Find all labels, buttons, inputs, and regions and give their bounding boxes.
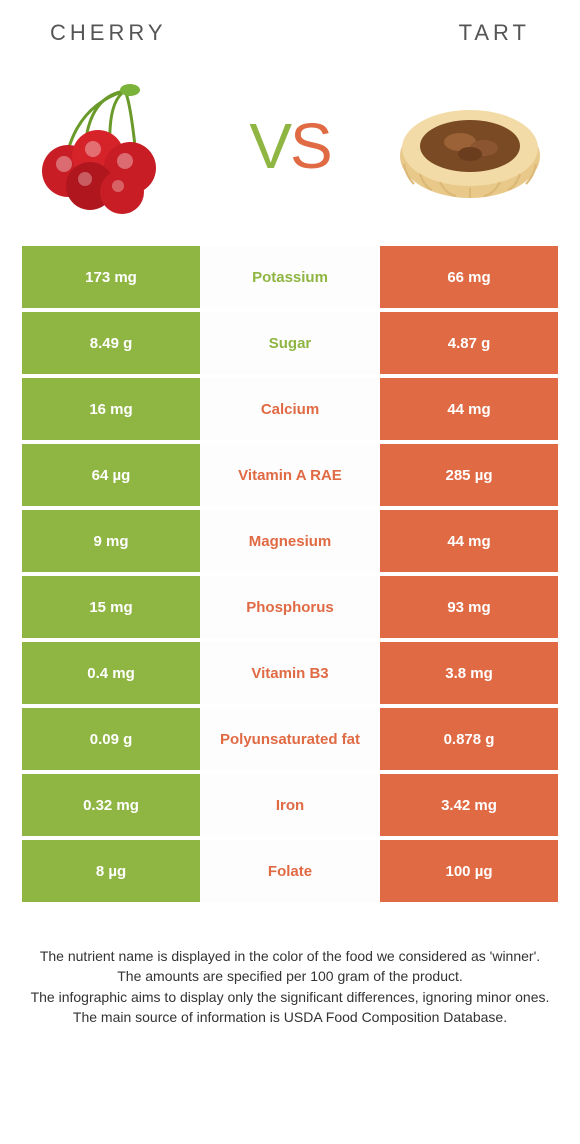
table-row: 64 µgVitamin A RAE285 µg [22,444,558,506]
vs-s: S [290,109,331,183]
header: CHERRY TART [0,0,580,56]
cell-left-value: 8.49 g [22,312,200,374]
cell-nutrient-label: Polyunsaturated fat [200,708,380,770]
header-right-title: TART [459,20,530,46]
cell-right-value: 44 mg [380,378,558,440]
cell-right-value: 0.878 g [380,708,558,770]
cell-nutrient-label: Calcium [200,378,380,440]
cherry-icon [30,76,190,216]
cell-right-value: 44 mg [380,510,558,572]
table-row: 0.09 gPolyunsaturated fat0.878 g [22,708,558,770]
footer-line: The infographic aims to display only the… [20,987,560,1007]
table-row: 16 mgCalcium44 mg [22,378,558,440]
cell-left-value: 173 mg [22,246,200,308]
cell-right-value: 3.42 mg [380,774,558,836]
table-row: 8.49 gSugar4.87 g [22,312,558,374]
cell-left-value: 15 mg [22,576,200,638]
table-row: 15 mgPhosphorus93 mg [22,576,558,638]
table-row: 0.4 mgVitamin B33.8 mg [22,642,558,704]
cell-nutrient-label: Vitamin B3 [200,642,380,704]
cell-left-value: 0.32 mg [22,774,200,836]
cell-right-value: 66 mg [380,246,558,308]
cell-nutrient-label: Iron [200,774,380,836]
cell-left-value: 16 mg [22,378,200,440]
nutrient-table: 173 mgPotassium66 mg8.49 gSugar4.87 g16 … [0,246,580,902]
table-row: 0.32 mgIron3.42 mg [22,774,558,836]
cell-nutrient-label: Folate [200,840,380,902]
cell-nutrient-label: Sugar [200,312,380,374]
vs-label: VS [249,109,330,183]
cell-nutrient-label: Magnesium [200,510,380,572]
cell-left-value: 64 µg [22,444,200,506]
header-left-title: CHERRY [50,20,167,46]
cell-right-value: 100 µg [380,840,558,902]
cell-right-value: 4.87 g [380,312,558,374]
cell-nutrient-label: Potassium [200,246,380,308]
cell-left-value: 9 mg [22,510,200,572]
cell-left-value: 8 µg [22,840,200,902]
cell-nutrient-label: Phosphorus [200,576,380,638]
table-row: 8 µgFolate100 µg [22,840,558,902]
cell-left-value: 0.09 g [22,708,200,770]
hero-row: VS [0,56,580,246]
footer-line: The main source of information is USDA F… [20,1007,560,1027]
footer-line: The amounts are specified per 100 gram o… [20,966,560,986]
footer-notes: The nutrient name is displayed in the co… [0,906,580,1027]
tart-image [390,76,550,216]
tart-icon [390,76,550,216]
cell-right-value: 285 µg [380,444,558,506]
cherry-image [30,76,190,216]
table-row: 173 mgPotassium66 mg [22,246,558,308]
cell-right-value: 93 mg [380,576,558,638]
vs-v: V [249,109,290,183]
cell-left-value: 0.4 mg [22,642,200,704]
cell-right-value: 3.8 mg [380,642,558,704]
cell-nutrient-label: Vitamin A RAE [200,444,380,506]
footer-line: The nutrient name is displayed in the co… [20,946,560,966]
table-row: 9 mgMagnesium44 mg [22,510,558,572]
